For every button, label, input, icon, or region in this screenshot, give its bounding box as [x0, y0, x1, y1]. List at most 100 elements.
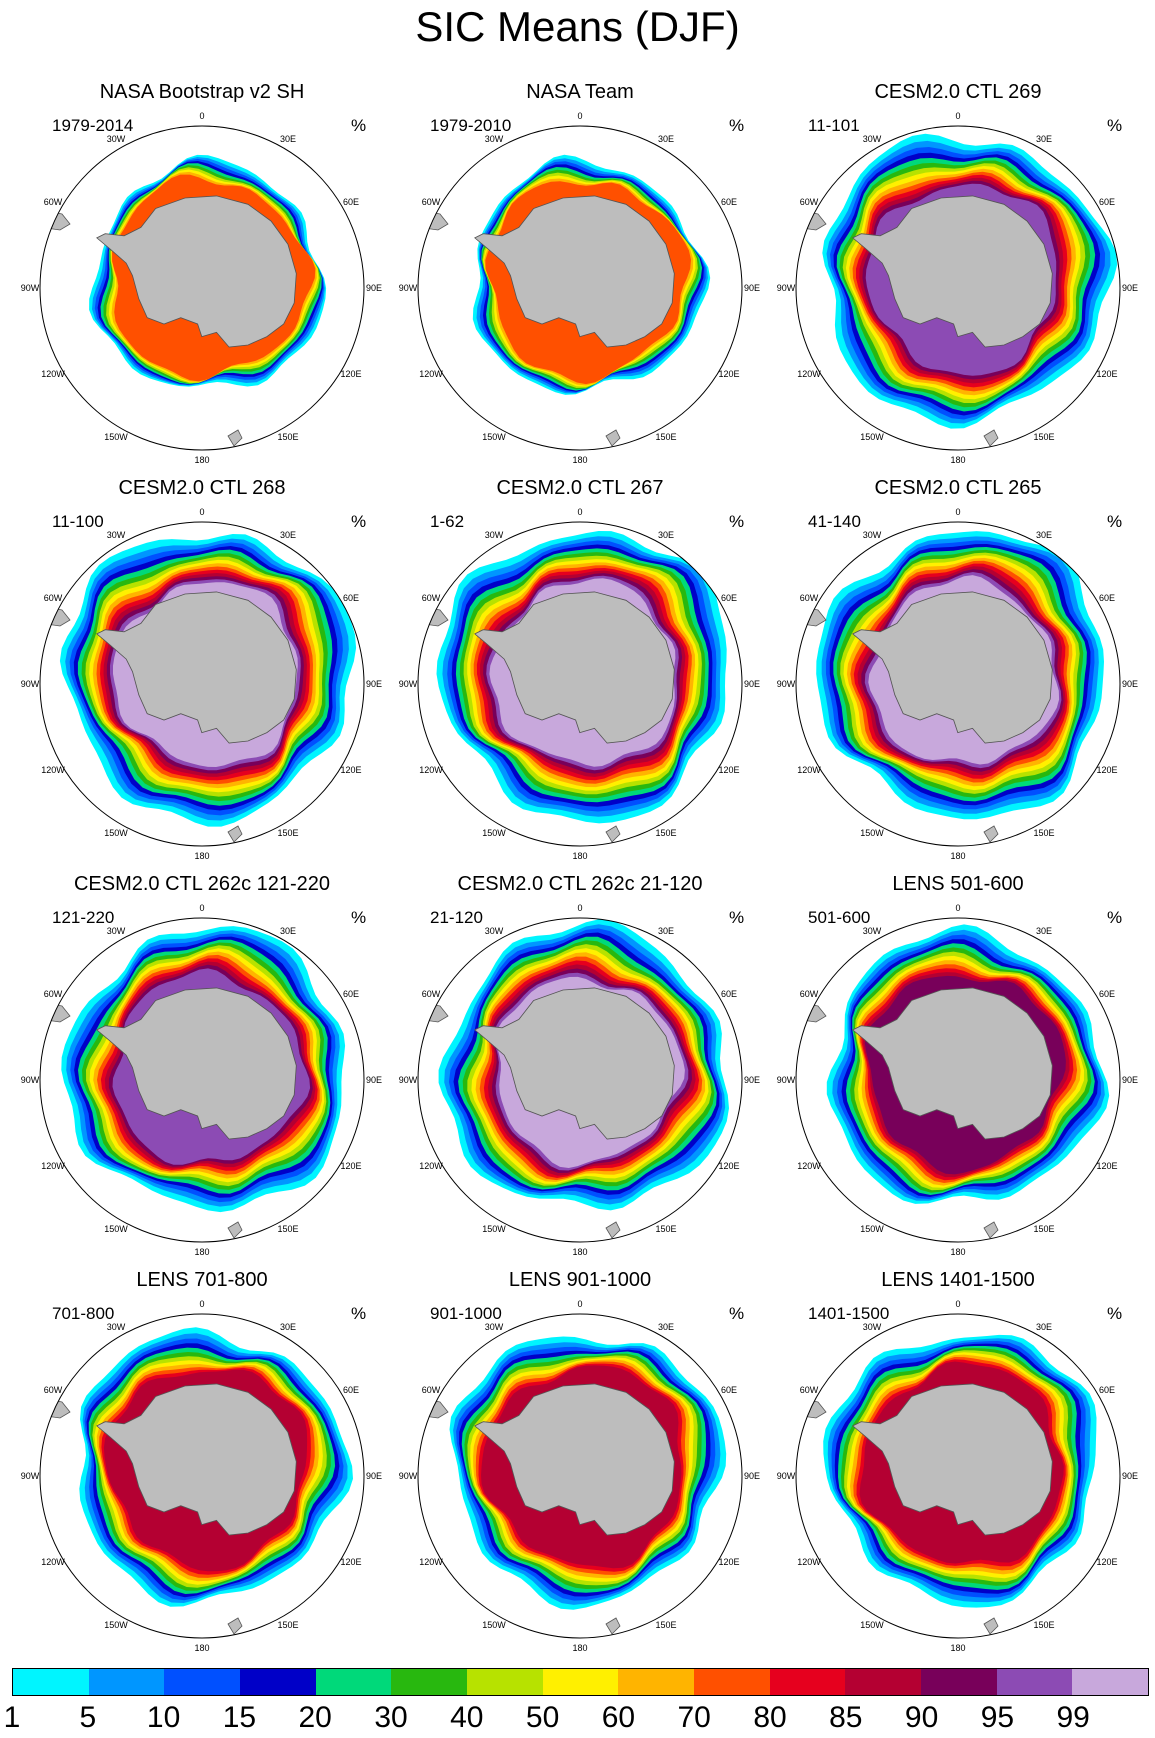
longitude-label: 60E: [1099, 593, 1115, 603]
longitude-label: 150W: [104, 432, 128, 442]
map-boundary: [39, 125, 365, 451]
longitude-label: 30W: [107, 926, 126, 936]
map-panel: 0 30E 60E 90E 120E 150E 180 150W 120W 90W 60W 30W CE…: [768, 396, 1148, 861]
longitude-label: 0: [199, 111, 204, 121]
map-panel: 0 30E 60E 90E 120E 150E 180 150W 120W 90W 60W 30W LE…: [12, 1188, 392, 1653]
longitude-label: 150E: [277, 1620, 298, 1630]
panel-period: 1401-1500: [808, 1304, 890, 1323]
colorbar-swatch: [467, 1669, 543, 1695]
longitude-label: 120E: [340, 1161, 361, 1171]
longitude-label: 120W: [41, 369, 65, 379]
longitude-label: 90W: [21, 1075, 40, 1085]
map-panel: 0 30E 60E 90E 120E 150E 180 150W 120W 90W 60W 30W CE…: [12, 792, 392, 1257]
colorbar: [12, 1668, 1149, 1696]
map-boundary: [795, 125, 1121, 451]
longitude-label: 120W: [797, 1161, 821, 1171]
longitude-label: 150W: [104, 1224, 128, 1234]
panel-period: 121-220: [52, 908, 115, 927]
colorbar-swatch: [164, 1669, 241, 1695]
longitude-label: 30E: [658, 926, 674, 936]
longitude-label: 120E: [340, 1557, 361, 1567]
longitude-label: 90W: [777, 1075, 796, 1085]
longitude-label: 90E: [744, 1471, 760, 1481]
longitude-label: 60W: [422, 1385, 441, 1395]
colorbar-labels: 1 5 10 15 20 30 40 50 60 70 80 85 90 95 99: [0, 1700, 1155, 1738]
longitude-label: 120W: [419, 369, 443, 379]
longitude-label: 0: [577, 903, 582, 913]
longitude-label: 90E: [366, 283, 382, 293]
colorbar-tick-label: 50: [525, 1701, 560, 1734]
panel-unit: %: [351, 512, 367, 531]
longitude-label: 60W: [44, 989, 63, 999]
map-panel: 0 30E 60E 90E 120E 150E 180 150W 120W 90W 60W 30W LE…: [768, 792, 1148, 1257]
colorbar-swatch: [769, 1669, 846, 1695]
longitude-label: 90E: [1122, 679, 1138, 689]
polar-map: 0 30E 60E 90E 120E 150E 180 150W 120W 90W 60W 30W: [21, 903, 382, 1257]
panel-unit: %: [1107, 512, 1123, 531]
map-panel: 0 30E 60E 90E 120E 150E 180 150W 120W 90W 60W 30W LE…: [390, 1188, 770, 1653]
colorbar-tick-label: 15: [222, 1701, 257, 1734]
colorbar-swatch: [13, 1669, 89, 1695]
colorbar-swatch: [845, 1669, 922, 1695]
longitude-label: 60E: [343, 989, 359, 999]
longitude-label: 60E: [721, 989, 737, 999]
new-zealand-landmass: [605, 429, 621, 447]
colorbar-tick-label: 1: [3, 1701, 21, 1734]
longitude-label: 0: [955, 111, 960, 121]
polar-map: 0 30E 60E 90E 120E 150E 180 150W 120W 90W 60W 30W: [399, 1299, 760, 1653]
longitude-label: 60E: [1099, 1385, 1115, 1395]
longitude-label: 120E: [718, 765, 739, 775]
polar-map: 0 30E 60E 90E 120E 150E 180 150W 120W 90W 60W 30W: [777, 1299, 1138, 1653]
longitude-label: 30W: [485, 530, 504, 540]
longitude-label: 30W: [863, 530, 882, 540]
longitude-label: 60W: [44, 1385, 63, 1395]
longitude-label: 90W: [399, 1471, 418, 1481]
longitude-label: 30W: [485, 926, 504, 936]
longitude-label: 30E: [1036, 134, 1052, 144]
longitude-label: 30E: [658, 530, 674, 540]
longitude-label: 30E: [280, 1322, 296, 1332]
polar-map: 0 30E 60E 90E 120E 150E 180 150W 120W 90W 60W 30W: [399, 903, 760, 1257]
longitude-label: 60W: [422, 989, 441, 999]
longitude-label: 90E: [366, 1075, 382, 1085]
longitude-label: 150E: [655, 1620, 676, 1630]
panel-unit: %: [351, 1304, 367, 1323]
longitude-label: 0: [955, 903, 960, 913]
panel-period: 11-100: [52, 512, 104, 531]
longitude-label: 30E: [280, 926, 296, 936]
longitude-label: 120W: [419, 1557, 443, 1567]
antarctica-landmass: [96, 591, 297, 744]
longitude-label: 120E: [1096, 765, 1117, 775]
longitude-label: 90W: [399, 283, 418, 293]
longitude-label: 90E: [1122, 1075, 1138, 1085]
panel-unit: %: [351, 908, 367, 927]
colorbar-tick-label: 99: [1056, 1701, 1090, 1734]
longitude-label: 30E: [1036, 1322, 1052, 1332]
colorbar-tick-label: 90: [904, 1701, 939, 1734]
colorbar-swatch: [88, 1669, 165, 1695]
longitude-label: 150W: [860, 828, 884, 838]
antarctica-landmass: [474, 591, 675, 744]
panel-title: CESM2.0 CTL 269: [874, 81, 1042, 103]
longitude-label: 120E: [1096, 1161, 1117, 1171]
longitude-label: 90E: [744, 283, 760, 293]
longitude-label: 0: [955, 1299, 960, 1309]
longitude-label: 120W: [419, 765, 443, 775]
new-zealand-landmass: [983, 1617, 999, 1635]
map-boundary: [795, 1313, 1121, 1639]
longitude-label: 90E: [366, 679, 382, 689]
panel-unit: %: [1107, 1304, 1123, 1323]
longitude-label: 180: [572, 1643, 587, 1653]
longitude-label: 150E: [277, 432, 298, 442]
longitude-label: 150E: [655, 432, 676, 442]
panel-title: NASA Bootstrap v2 SH: [99, 81, 305, 103]
panel-title: CESM2.0 CTL 268: [118, 477, 286, 499]
antarctica-landmass: [852, 987, 1053, 1140]
panel-period: 501-600: [808, 908, 871, 927]
longitude-label: 90W: [777, 1471, 796, 1481]
panel-period: 1979-2010: [430, 116, 512, 135]
longitude-label: 150E: [1033, 432, 1054, 442]
polar-map: 0 30E 60E 90E 120E 150E 180 150W 120W 90W 60W 30W: [777, 111, 1138, 465]
longitude-label: 60E: [1099, 197, 1115, 207]
polar-map: 0 30E 60E 90E 120E 150E 180 150W 120W 90W 60W 30W: [21, 507, 382, 861]
